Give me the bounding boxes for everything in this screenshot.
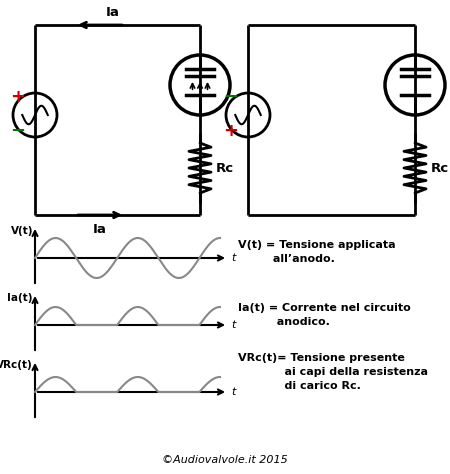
Text: −: − bbox=[10, 122, 26, 140]
Text: Ia: Ia bbox=[106, 6, 119, 19]
Text: Ia(t) = Corrente nel circuito
          anodico.: Ia(t) = Corrente nel circuito anodico. bbox=[238, 303, 411, 327]
Text: +: + bbox=[10, 88, 26, 106]
Text: t: t bbox=[231, 387, 235, 397]
Text: +: + bbox=[224, 122, 239, 140]
Text: Rc: Rc bbox=[216, 162, 234, 174]
Text: t: t bbox=[231, 253, 235, 263]
Text: V(t): V(t) bbox=[10, 226, 33, 236]
Text: ©Audiovalvole.it 2015: ©Audiovalvole.it 2015 bbox=[162, 455, 288, 465]
Text: V(t) = Tensione applicata
         all’anodo.: V(t) = Tensione applicata all’anodo. bbox=[238, 240, 396, 264]
Text: Rc: Rc bbox=[431, 162, 449, 174]
Text: −: − bbox=[224, 88, 239, 106]
Text: t: t bbox=[231, 320, 235, 330]
Text: Ia(t): Ia(t) bbox=[8, 293, 33, 303]
Text: VRc(t)= Tensione presente
            ai capi della resistenza
            di ca: VRc(t)= Tensione presente ai capi della … bbox=[238, 353, 428, 391]
Text: Ia: Ia bbox=[93, 223, 107, 236]
Text: VRc(t): VRc(t) bbox=[0, 360, 33, 370]
